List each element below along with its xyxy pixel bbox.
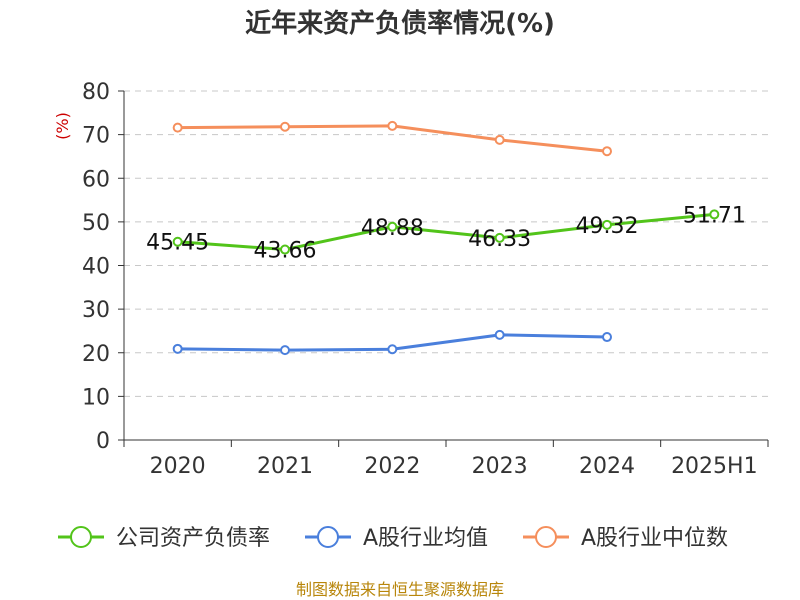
y-tick-label: 50 bbox=[82, 211, 110, 236]
legend-item-0[interactable]: 公司资产负债率 bbox=[58, 526, 270, 551]
data-point bbox=[280, 121, 290, 132]
legend-marker bbox=[70, 526, 92, 548]
data-point bbox=[280, 345, 290, 356]
x-tick-label: 2024 bbox=[579, 454, 635, 479]
y-axis-label: (%) bbox=[53, 112, 72, 140]
legend-label: A股行业均值 bbox=[363, 526, 488, 551]
data-label: 49.32 bbox=[576, 214, 639, 239]
y-tick-label: 40 bbox=[82, 255, 110, 280]
data-point bbox=[280, 244, 290, 255]
data-label: 46.33 bbox=[468, 227, 531, 252]
y-tick-label: 70 bbox=[82, 124, 110, 149]
source-note: 制图数据来自恒生聚源数据库 bbox=[296, 580, 504, 599]
y-tick-label: 60 bbox=[82, 167, 110, 192]
y-tick-label: 10 bbox=[82, 385, 110, 410]
data-point bbox=[172, 122, 183, 133]
data-point bbox=[494, 134, 505, 145]
data-point bbox=[709, 209, 720, 220]
legend-label: 公司资产负债率 bbox=[116, 526, 270, 551]
data-point bbox=[172, 343, 183, 354]
data-point bbox=[602, 332, 612, 343]
y-tick-label: 20 bbox=[82, 342, 110, 367]
data-point bbox=[387, 221, 398, 232]
data-point bbox=[602, 219, 612, 230]
x-tick-label: 2021 bbox=[257, 454, 313, 479]
y-tick-label: 80 bbox=[82, 80, 110, 105]
data-label: 45.45 bbox=[146, 231, 209, 256]
x-tick-label: 2023 bbox=[472, 454, 528, 479]
data-point bbox=[387, 120, 398, 131]
y-tick-label: 0 bbox=[96, 429, 110, 454]
data-point bbox=[602, 146, 612, 157]
y-tick-label: 30 bbox=[82, 298, 110, 323]
x-tick-label: 2025H1 bbox=[671, 454, 758, 479]
legend-label: A股行业中位数 bbox=[581, 526, 728, 551]
series-line-0 bbox=[177, 212, 715, 252]
chart-title: 近年来资产负债率情况(%) bbox=[245, 8, 555, 39]
data-point bbox=[172, 236, 183, 247]
data-label: 51.71 bbox=[683, 203, 746, 228]
data-label: 48.88 bbox=[361, 216, 424, 241]
legend-item-1[interactable]: A股行业均值 bbox=[305, 526, 488, 551]
legend-marker bbox=[317, 526, 339, 548]
data-point bbox=[494, 329, 505, 340]
x-tick-label: 2022 bbox=[364, 454, 420, 479]
data-point bbox=[494, 232, 505, 243]
data-label: 43.66 bbox=[254, 239, 317, 264]
x-tick-label: 2020 bbox=[150, 454, 206, 479]
legend: 公司资产负债率 A股行业均值 A股行业中位数 bbox=[58, 526, 728, 551]
data-point bbox=[387, 344, 398, 355]
legend-item-2[interactable]: A股行业中位数 bbox=[523, 526, 728, 551]
legend-marker bbox=[535, 526, 557, 548]
